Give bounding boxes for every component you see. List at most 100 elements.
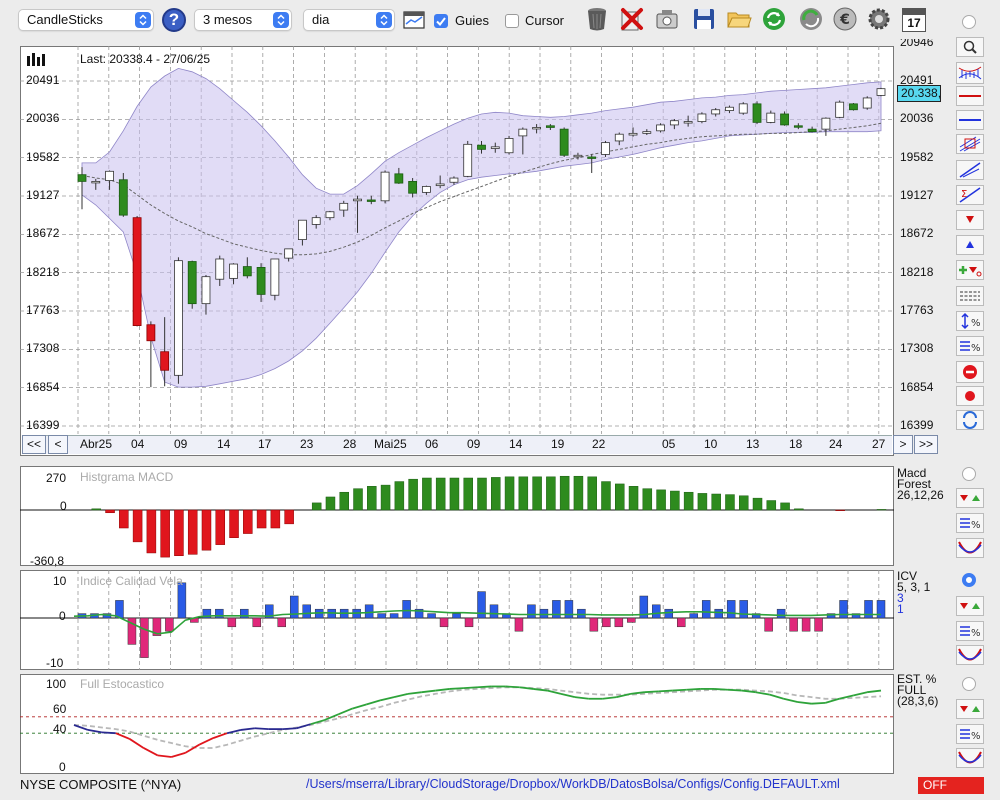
icv-bar	[589, 617, 599, 632]
icv-bar	[614, 617, 624, 628]
date-nav-bar	[22, 435, 892, 454]
stoch-d-line	[73, 686, 882, 749]
macd-bar	[697, 493, 708, 511]
stoch-k-segment	[184, 743, 200, 754]
stochastic-radio[interactable]	[962, 677, 976, 691]
interval-value: dia	[312, 12, 330, 27]
buy-signal-button[interactable]	[956, 235, 984, 255]
signals-button[interactable]	[956, 260, 984, 280]
grid-lines-button[interactable]	[956, 286, 984, 306]
macd-signals-button[interactable]	[956, 488, 984, 508]
icv-legend-val1: 3	[897, 591, 904, 605]
icv-percent-button[interactable]: %	[956, 621, 984, 641]
icv-curve-button[interactable]	[956, 645, 984, 665]
candle-body	[105, 170, 114, 181]
stoch-k-segment	[560, 692, 576, 698]
stoch-curve-button[interactable]	[956, 748, 984, 768]
bollinger-button[interactable]	[956, 62, 984, 84]
macd-bar	[325, 496, 336, 511]
icv-bar	[851, 613, 861, 619]
trash-icon[interactable]	[584, 6, 610, 32]
nav-first-button[interactable]: <<	[22, 435, 46, 454]
folder-icon[interactable]	[726, 6, 752, 32]
icv-bar	[240, 608, 249, 619]
nav-last-button[interactable]: >>	[914, 435, 938, 454]
macd-percent-button[interactable]: %	[956, 513, 984, 533]
help-icon[interactable]: ?	[162, 8, 186, 32]
zoom-button[interactable]	[956, 37, 984, 57]
delete-icon[interactable]	[619, 6, 645, 32]
moving-average-line	[81, 122, 882, 256]
icv-histogram	[20, 570, 894, 670]
gear-icon[interactable]	[866, 6, 892, 32]
dashed-lines-icon	[960, 291, 980, 301]
stoch-k-segment	[672, 688, 687, 692]
stochastic-title: Full Estocastico	[80, 677, 165, 691]
candle-body	[146, 324, 156, 342]
update-icon[interactable]	[798, 6, 824, 32]
hline-blue-button[interactable]	[956, 110, 984, 130]
candle-body	[821, 117, 831, 130]
refresh-icon[interactable]	[761, 6, 787, 32]
table-icon[interactable]	[403, 11, 425, 29]
macd-curve-button[interactable]	[956, 538, 984, 558]
stoch-k-segment	[825, 697, 840, 704]
off-indicator[interactable]: OFF	[918, 777, 984, 794]
icv-radio[interactable]	[962, 573, 976, 587]
candle-body	[298, 219, 307, 240]
icv-bar	[764, 617, 773, 632]
stoch-legend-line3: (28,3,6)	[897, 694, 939, 708]
icv-signals-button[interactable]	[956, 596, 984, 616]
macd-legend-line2: Forest	[897, 477, 932, 491]
macd-radio[interactable]	[962, 467, 976, 481]
hline-red-button[interactable]	[956, 86, 984, 106]
price-tick-label: 17763	[26, 303, 60, 317]
percent-lines-button[interactable]: %	[956, 336, 984, 356]
bars-icon[interactable]	[26, 51, 46, 70]
guides-checkbox[interactable]	[434, 14, 448, 28]
candle-body	[766, 112, 776, 123]
sell-signal-button[interactable]	[956, 210, 984, 230]
stoch-k-segment	[755, 691, 770, 696]
trendline-button[interactable]	[956, 160, 984, 180]
euro-icon[interactable]: €	[832, 6, 858, 32]
macd-bar	[201, 509, 212, 551]
save-icon[interactable]	[691, 6, 717, 32]
candle-body	[849, 103, 858, 111]
macd-bar	[628, 486, 639, 511]
cursor-checkbox[interactable]	[505, 14, 519, 28]
macd-bar	[491, 477, 501, 511]
nav-prev-button[interactable]: <	[48, 435, 68, 454]
macd-bar	[477, 477, 487, 511]
date-tick-label: Abr25	[80, 437, 113, 451]
stoch-k-segment	[365, 699, 381, 706]
icv-bar	[277, 617, 286, 628]
svg-text:€: €	[839, 12, 850, 28]
date-tick-label: 28	[343, 437, 357, 451]
vertical-scale-button[interactable]: %	[956, 311, 984, 331]
sigma-trend-button[interactable]: Σ	[956, 185, 984, 205]
channel-button[interactable]	[956, 134, 984, 154]
stoch-signals-button[interactable]	[956, 699, 984, 719]
magnifier-icon	[963, 40, 977, 54]
stoch-percent-button[interactable]: %	[956, 724, 984, 744]
camera-icon[interactable]	[654, 6, 680, 32]
macd-bar	[160, 509, 170, 558]
calendar-icon[interactable]: 17	[902, 8, 926, 32]
record-button[interactable]	[956, 386, 984, 406]
macd-ytick-zero: 0	[60, 499, 67, 513]
macd-bar	[339, 491, 349, 511]
swap-button[interactable]	[956, 410, 984, 430]
icv-bar	[677, 617, 686, 628]
curve-icon	[958, 541, 982, 554]
stop-button[interactable]	[956, 361, 984, 383]
candle-body	[725, 106, 734, 111]
interval-select[interactable]: dia	[303, 9, 395, 31]
date-tick-label: 09	[174, 437, 188, 451]
config-path-link[interactable]: /Users/mserra/Library/CloudStorage/Dropb…	[306, 777, 840, 791]
price-tick-label: 18218	[900, 264, 934, 279]
chart-type-select[interactable]: CandleSticks	[18, 9, 154, 31]
period-select[interactable]: 3 mesos	[194, 9, 292, 31]
main-chart-radio[interactable]	[962, 15, 976, 29]
nav-next-button[interactable]: >	[893, 435, 913, 454]
